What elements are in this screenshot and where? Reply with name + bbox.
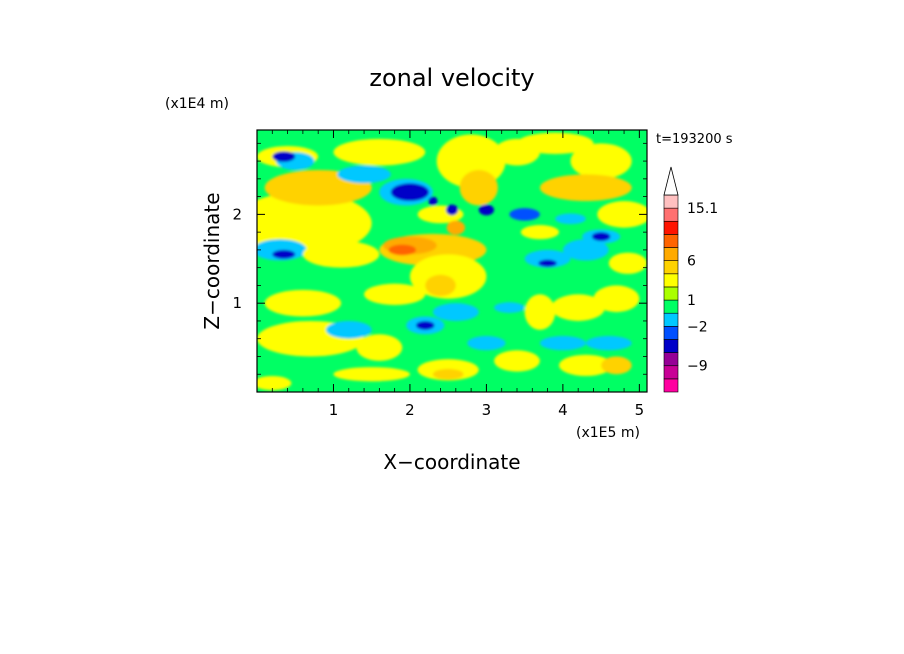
contour-region-3	[333, 138, 426, 166]
y-axis-label: Z−coordinate	[200, 192, 224, 329]
contour-region-13	[459, 169, 498, 206]
colorbar-segment-3	[663, 339, 679, 353]
contour-region-53	[494, 350, 540, 372]
y-tick-label: 1	[232, 294, 242, 312]
time-label: t=193200 s	[656, 132, 733, 147]
contour-region-34	[538, 259, 557, 267]
contour-region-42	[264, 289, 342, 317]
contour-region-5	[272, 151, 296, 162]
contour-region-30	[597, 201, 647, 228]
colorbar-segment-6	[663, 299, 679, 314]
colorbar-segment-11	[663, 234, 679, 248]
contour-region-29	[591, 232, 611, 242]
colorbar-segment-4	[663, 326, 679, 340]
contour-region-17	[388, 244, 417, 256]
contour-region-22	[478, 204, 495, 216]
contour-region-21	[445, 204, 459, 216]
chart-title: zonal velocity	[369, 64, 534, 92]
contour-region-48	[432, 303, 479, 321]
contour-region-32	[562, 239, 609, 261]
plot-area	[257, 130, 647, 392]
colorbar-segment-5	[663, 312, 679, 327]
contour-region-44	[356, 334, 403, 361]
colorbar-segment-8	[663, 273, 679, 288]
contour-region-27	[539, 174, 632, 202]
colorbar-segment-9	[663, 260, 679, 275]
plot-frame	[256, 129, 648, 393]
contour-region-37	[555, 213, 586, 225]
x-axis: 1 2 3 4 5	[271, 130, 645, 419]
contour-region-33	[524, 249, 571, 268]
colorbar-tick-label: 6	[687, 254, 696, 270]
colorbar-segment-13	[663, 207, 679, 222]
contour-region-36	[509, 208, 540, 221]
colorbar-segment-1	[663, 365, 679, 380]
colorbar-segment-0	[663, 378, 679, 393]
contour-region-49	[494, 302, 525, 313]
contour-region-0	[257, 192, 372, 255]
contour-region-55	[601, 356, 632, 375]
x-tick-label: 1	[329, 401, 339, 419]
contour-region-31	[608, 252, 647, 274]
x-axis-label: X−coordinate	[383, 450, 520, 474]
contour-region-54	[559, 354, 613, 377]
colorbar-extend-max	[663, 166, 679, 196]
colorbar-tick-label: −2	[687, 319, 708, 335]
colorbar-tick-label: 1	[687, 293, 696, 309]
contour-region-45	[325, 320, 372, 339]
contour-region-47	[416, 320, 435, 330]
contour-region-59	[257, 376, 292, 391]
x-tick-label: 4	[558, 401, 568, 419]
contour-region-50	[333, 367, 410, 382]
contour-region-41	[364, 283, 426, 305]
colorbar: 15.1 6 1 −2 −9	[663, 166, 718, 393]
colorbar-segment-12	[663, 220, 679, 235]
colorbar-tick-label: −9	[687, 359, 708, 375]
contour-region-40	[524, 294, 556, 330]
colorbar-segment-2	[663, 352, 679, 367]
contour-region-20	[446, 220, 465, 235]
colorbar-tick-label: 15.1	[687, 201, 718, 217]
contour-region-56	[539, 336, 586, 351]
colorbar-segment-10	[663, 247, 679, 261]
x-tick-label: 2	[405, 401, 415, 419]
contour-region-39	[551, 294, 605, 321]
y-axis: 12	[232, 142, 647, 375]
y-tick-label: 2	[232, 205, 242, 223]
colorbar-segment-14	[663, 194, 679, 209]
y-unit-label: (x1E4 m)	[165, 96, 229, 112]
x-tick-label: 5	[635, 401, 645, 419]
x-tick-label: 3	[482, 401, 492, 419]
contour-region-25	[517, 132, 594, 154]
field-contours	[257, 132, 647, 391]
contour-region-57	[585, 336, 632, 351]
colorbar-segment-7	[663, 286, 679, 301]
contour-region-38	[593, 285, 640, 313]
contour-region-11	[390, 183, 430, 202]
contour-region-52	[432, 368, 464, 380]
contour-region-8	[302, 241, 380, 268]
contour-region-23	[428, 196, 438, 206]
contour-region-58	[467, 336, 506, 351]
x-unit-label: (x1E5 m)	[576, 425, 640, 441]
contour-region-7	[272, 249, 296, 259]
contour-region-19	[425, 274, 456, 297]
contour-region-35	[520, 225, 560, 240]
contour-region-26	[570, 143, 632, 179]
contour-region-9	[337, 165, 391, 184]
